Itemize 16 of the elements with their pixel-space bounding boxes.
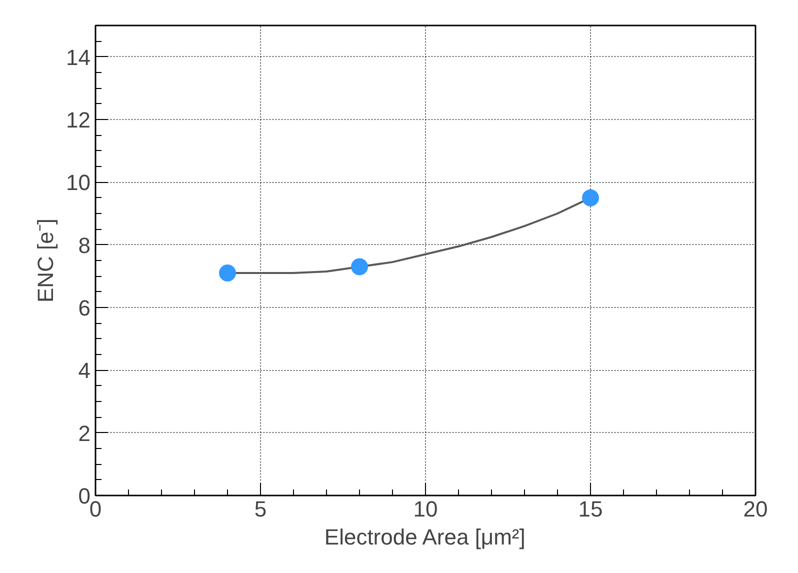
point <box>219 264 236 282</box>
x-tick-label: 5 <box>254 496 267 522</box>
y-tick-label: 4 <box>78 358 91 384</box>
point <box>351 258 368 276</box>
y-tick-label: 12 <box>66 108 91 132</box>
y-tick-label: 10 <box>66 170 91 196</box>
y-tick-label: 8 <box>78 232 91 258</box>
y-tick-label: 6 <box>78 296 91 320</box>
x-tick-label: 20 <box>743 496 768 522</box>
x-axis-title: Electrode Area [μm²] <box>324 524 526 550</box>
point <box>582 189 599 206</box>
x-tick-label: 10 <box>413 496 438 522</box>
y-axis-title: ENC [e⁻] <box>33 218 58 303</box>
x-tick-label: 15 <box>578 496 603 522</box>
y-tick-label: 14 <box>66 44 91 70</box>
y-tick-label: 2 <box>78 420 91 446</box>
